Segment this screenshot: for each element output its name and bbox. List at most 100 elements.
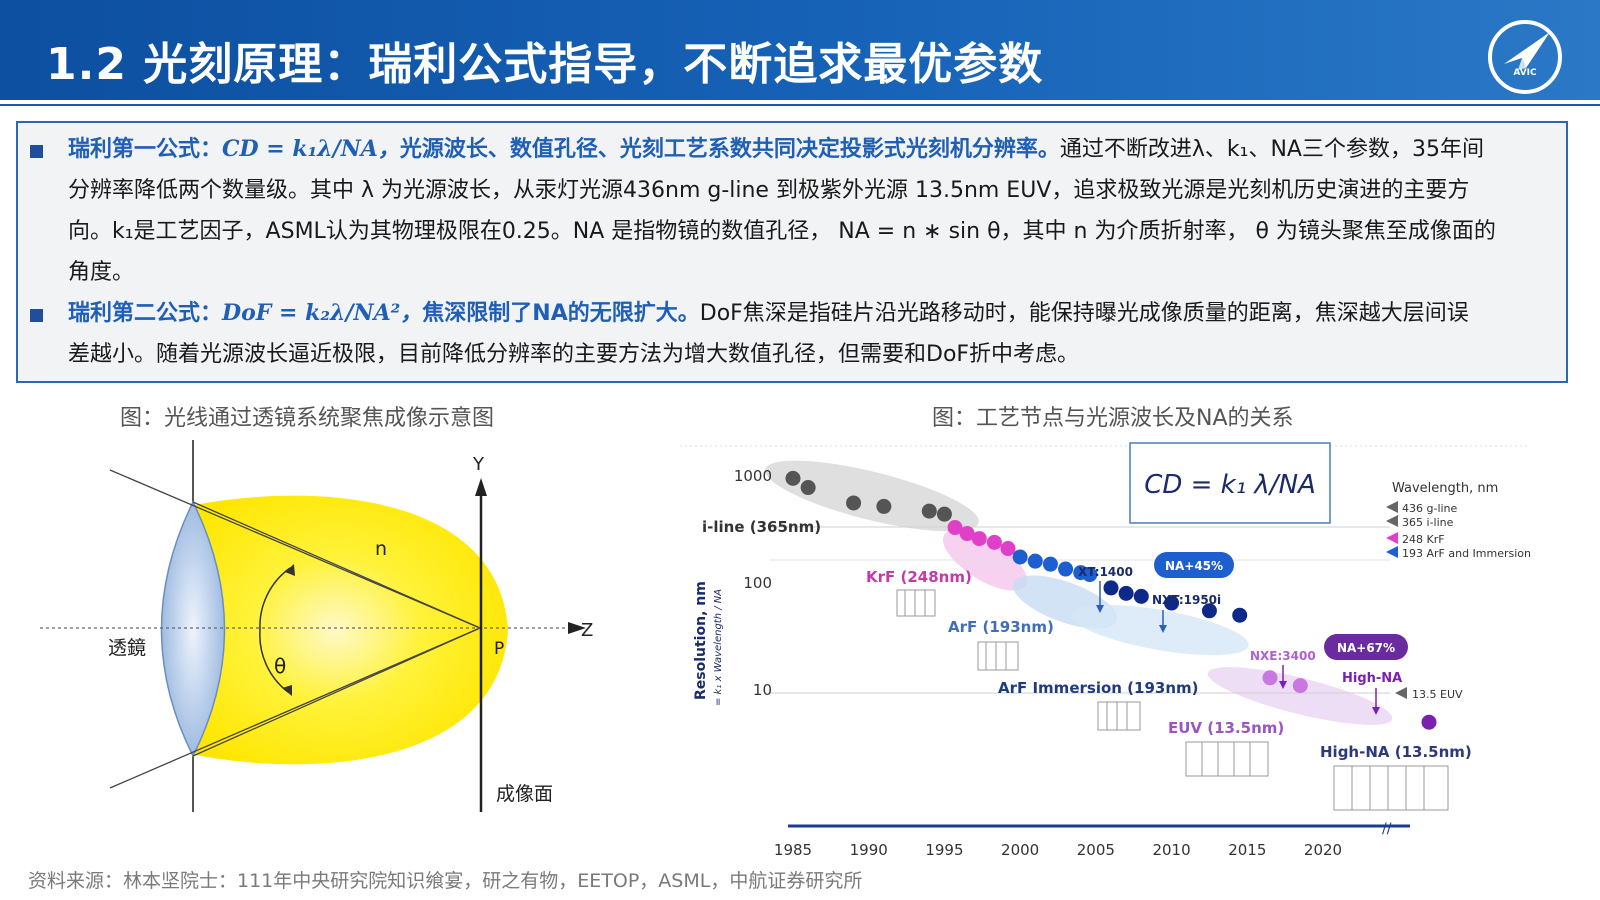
- data-point: [1027, 553, 1043, 569]
- paragraph-line: 分辨率降低两个数量级。其中 λ 为光源波长，从汞灯光源436nm g-line …: [68, 178, 1470, 203]
- scanner-icon: [896, 589, 936, 617]
- data-point: [1012, 549, 1028, 565]
- x-tick-labels: 1985 1990 1995 2000 2005 2010 2015 2020: [774, 841, 1342, 859]
- y-tick-label: 1000: [734, 467, 772, 485]
- x-tick-label: 1985: [774, 841, 812, 859]
- theta-arrow-icon: [282, 685, 292, 696]
- paragraph-line: 瑞利第二公式：DoF = k₂λ/NA²，焦深限制了NA的无限扩大。DoF焦深是…: [68, 293, 1558, 334]
- data-points: [785, 470, 1437, 730]
- y-arrow-icon: [475, 478, 487, 496]
- avic-logo: AVIC: [1488, 20, 1562, 94]
- legend-marker-icon: [1386, 546, 1398, 558]
- annotation-arrow-icon: [1279, 681, 1287, 689]
- medium-n-label: n: [375, 538, 387, 560]
- data-point: [1103, 580, 1119, 596]
- y-tick-label: 10: [753, 681, 772, 699]
- series-label-euv: EUV (13.5nm): [1168, 719, 1284, 737]
- legend-euv-marker-icon: [1395, 687, 1407, 699]
- annotation-arrow-icon: [1096, 605, 1104, 613]
- annotation-arrow-icon: [1372, 707, 1380, 715]
- series-label-high-na: High-NA (13.5nm): [1320, 743, 1472, 761]
- immersion-band: [1071, 604, 1249, 656]
- legend-item-label: 193 ArF and Immersion: [1402, 547, 1531, 560]
- scanner-icon: [977, 641, 1019, 671]
- y-axis-title: Resolution, nm: [693, 581, 709, 700]
- rayleigh-first-label: 瑞利第一公式：: [68, 137, 223, 162]
- data-point: [800, 480, 816, 496]
- na45-badge-text: NA+45%: [1165, 559, 1223, 573]
- rayleigh-first-formula: CD = k₁λ/NA，: [222, 136, 400, 162]
- paragraph-text: 通过不断改进λ、k₁、NA三个参数，35年间: [1059, 137, 1484, 162]
- legend-item-label: 436 g-line: [1402, 502, 1458, 515]
- data-point: [1133, 588, 1149, 604]
- ray-line: [192, 501, 481, 629]
- z-arrow-icon: [568, 622, 586, 634]
- data-point: [1118, 585, 1134, 601]
- legend-marker-icon: [1386, 501, 1398, 513]
- data-point: [846, 495, 862, 511]
- theta-arrow-icon: [285, 564, 295, 576]
- theta-arc: [259, 629, 289, 693]
- theta-arc: [259, 567, 291, 631]
- x-tick-label: 2000: [1001, 841, 1039, 859]
- legend-marker-icon: [1386, 515, 1398, 527]
- figure-caption-left: 图：光线通过透镜系统聚焦成像示意图: [120, 406, 495, 431]
- figure-caption-right: 图：工艺节点与光源波长及NA的关系: [932, 406, 1294, 431]
- summary-box: 瑞利第一公式：CD = k₁λ/NA，光源波长、数值孔径、光刻工艺系数共同决定投…: [16, 121, 1568, 383]
- light-cone: [195, 495, 508, 765]
- paragraph-rayleigh-first: 瑞利第一公式：CD = k₁λ/NA，光源波长、数值孔径、光刻工艺系数共同决定投…: [68, 129, 1558, 293]
- data-point: [921, 503, 937, 519]
- y-axis-subtitle: = k₁ x Wavelength / NA: [713, 589, 724, 706]
- paragraph-text: DoF焦深是指硅片沿光路移动时，能保持曝光成像质量的距离，焦深越大层间误: [699, 301, 1469, 326]
- data-point: [1292, 678, 1308, 694]
- data-point: [1042, 556, 1058, 572]
- rayleigh-second-formula: DoF = k₂λ/NA²，: [222, 300, 423, 326]
- ray-line: [192, 627, 481, 757]
- data-point: [1232, 607, 1248, 623]
- na45-badge: [1154, 552, 1234, 578]
- data-point: [785, 470, 801, 486]
- rayleigh-second-label: 瑞利第二公式：: [68, 301, 223, 326]
- legend-euv-label: 13.5 EUV: [1412, 688, 1463, 701]
- data-point: [1058, 561, 1074, 577]
- scanner-icons: [896, 589, 1449, 811]
- scanner-icon: [1097, 701, 1141, 731]
- bullet-icon: [30, 145, 43, 158]
- paragraph-line: 瑞利第一公式：CD = k₁λ/NA，光源波长、数值孔径、光刻工艺系数共同决定投…: [68, 129, 1558, 170]
- series-label-arf: ArF (193nm): [948, 618, 1054, 636]
- paragraph-line: 向。k₁是工艺因子，ASML认为其物理极限在0.25。NA 是指物镜的数值孔径，…: [68, 219, 1496, 244]
- ray-line: [109, 469, 481, 629]
- legend-item-label: 365 i-line: [1402, 516, 1454, 529]
- paragraph-rayleigh-second: 瑞利第二公式：DoF = k₂λ/NA²，焦深限制了NA的无限扩大。DoF焦深是…: [68, 293, 1558, 375]
- x-tick-label: 2010: [1152, 841, 1190, 859]
- lens-diagram: 透鏡 n θ Y Z P 成像面: [40, 440, 593, 812]
- data-point: [1000, 541, 1016, 557]
- image-plane-label: 成像面: [496, 783, 553, 805]
- data-point: [936, 506, 952, 522]
- na67-badge: [1324, 634, 1408, 660]
- legend-title: Wavelength, nm: [1392, 481, 1498, 496]
- legend-item-label: 248 KrF: [1402, 533, 1445, 546]
- formula-text: CD = k₁ λ/NA: [1144, 470, 1316, 500]
- source-note: 资料来源：林本坚院士：111年中央研究院知识飨宴，研之有物，EETOP，ASML…: [28, 870, 863, 892]
- data-point: [1164, 595, 1180, 611]
- formula-box: [1129, 442, 1331, 524]
- data-point: [1082, 567, 1098, 583]
- paragraph-line: 角度。: [68, 260, 135, 285]
- axis-break-mark: //: [1382, 821, 1392, 837]
- title-bar: 1.2 光刻原理：瑞利公式指导，不断追求最优参数 AVIC: [0, 0, 1600, 104]
- data-point: [876, 498, 892, 514]
- data-point: [947, 520, 963, 536]
- series-label-arf-immersion: ArF Immersion (193nm): [998, 679, 1199, 697]
- na67-badge-text: NA+67%: [1337, 641, 1395, 655]
- y-axis-label: Y: [472, 454, 485, 475]
- data-point: [971, 531, 987, 547]
- annotation-arrow-icon: [1159, 625, 1167, 633]
- annotation-high-na: High-NA: [1342, 671, 1402, 686]
- annotation-xt1400: XT:1400: [1078, 565, 1133, 579]
- legend-marker-icon: [1386, 532, 1398, 544]
- focus-point-label: P: [494, 639, 504, 659]
- data-point: [1421, 714, 1437, 730]
- series-label-iline: i-line (365nm): [702, 518, 821, 536]
